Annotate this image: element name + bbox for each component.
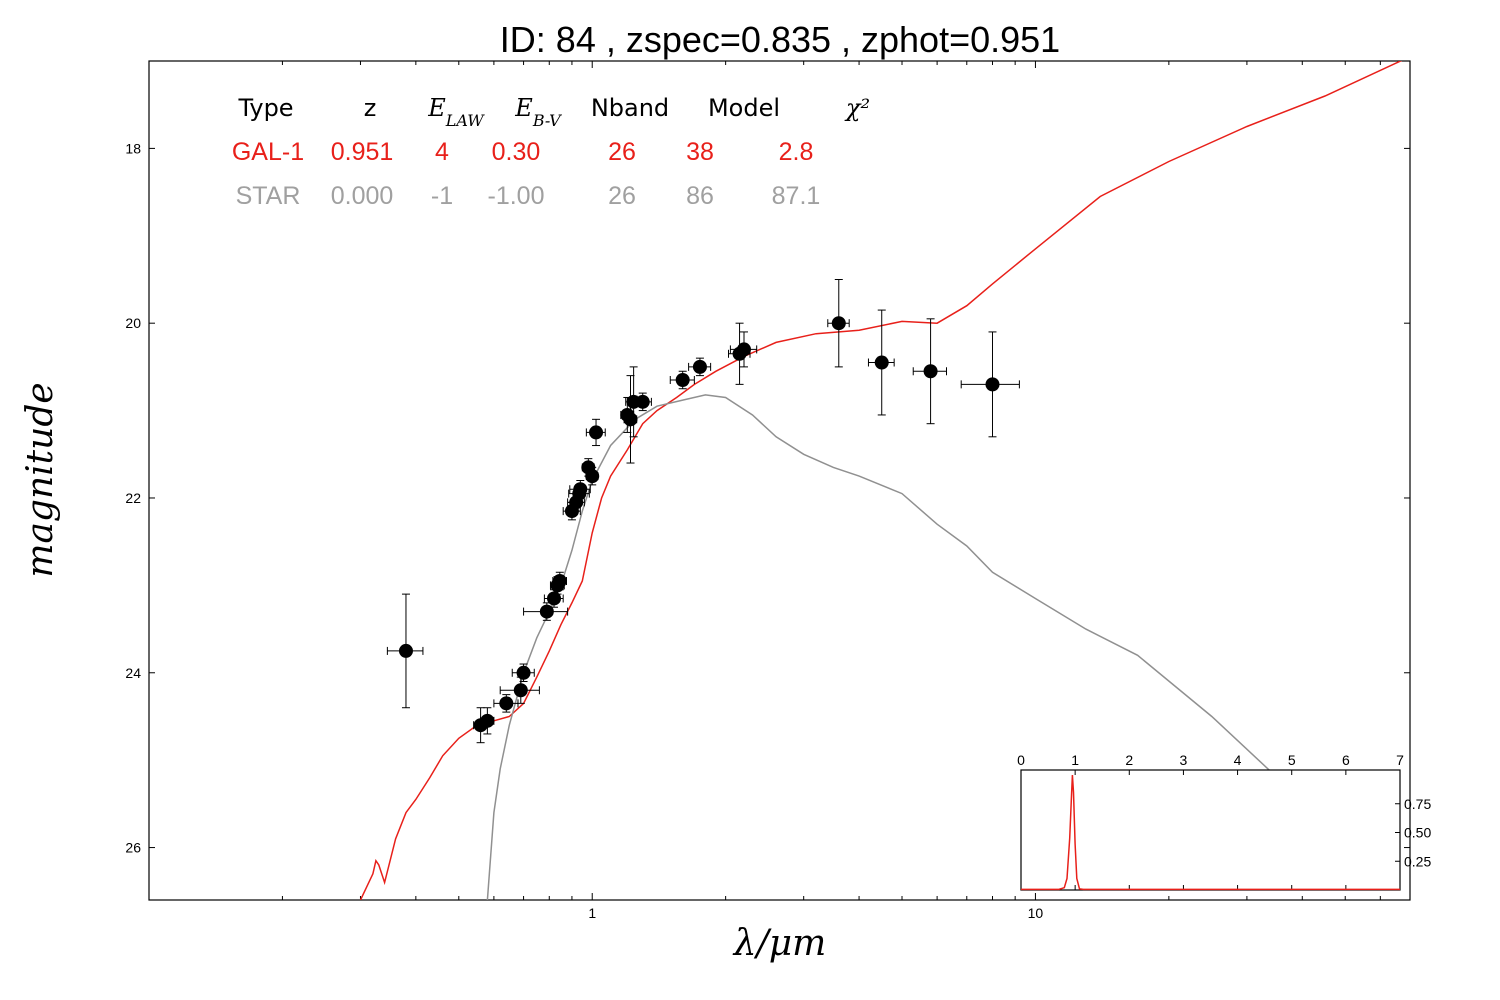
table-cell: -1.00 [488, 182, 545, 210]
photoz-pdf-inset: 0 1 2 3 4 5 6 7 0.25 0.50 0.75 [1017, 752, 1431, 891]
fit-table: Type z ELAW EB-V Nband Model χ² GAL-1 0.951 4 0.30… [232, 94, 870, 210]
table-header: Nband [591, 94, 669, 122]
x-tick-label: 1 [588, 905, 596, 921]
data-point [550, 578, 565, 593]
data-point [585, 469, 600, 484]
data-point [692, 359, 707, 374]
data-point [623, 412, 638, 427]
inset-y-tick-label: 0.50 [1404, 825, 1431, 841]
table-cell: -1 [431, 182, 453, 210]
y-axis-label: magnitude [20, 382, 61, 577]
data-point [516, 665, 531, 680]
table-header: χ² [844, 94, 870, 122]
table-cell: 0.951 [331, 138, 394, 166]
series-line-gal-1 [359, 61, 1403, 900]
inset-x-tick-label: 2 [1125, 752, 1133, 768]
table-cell: 86 [686, 182, 714, 210]
chart-title: ID: 84 , zspec=0.835 , zphot=0.951 [500, 19, 1060, 60]
table-cell: GAL-1 [232, 138, 304, 166]
plot-frame [148, 60, 1411, 901]
inset-frame [1020, 769, 1401, 891]
data-point [874, 355, 889, 370]
table-header: z [364, 94, 377, 122]
data-point [985, 377, 1000, 392]
data-point [923, 364, 938, 379]
inset-x-tick-label: 3 [1180, 752, 1188, 768]
series-group [359, 61, 1403, 900]
data-point [635, 394, 650, 409]
table-cell: 4 [435, 138, 449, 166]
table-cell: 87.1 [772, 182, 821, 210]
y-tick-label: 20 [125, 315, 141, 331]
series-line-star [486, 394, 1283, 900]
table-cell: 2.8 [779, 138, 814, 166]
inset-y-tick-label: 0.25 [1404, 853, 1431, 869]
data-point [547, 591, 562, 606]
inset-x-tick-label: 6 [1342, 752, 1350, 768]
table-cell: 26 [608, 182, 636, 210]
data-point [589, 425, 604, 440]
table-cell: 38 [686, 138, 714, 166]
x-axis-label: λ/μm [732, 923, 826, 964]
table-cell: 0.000 [331, 182, 394, 210]
data-point [398, 643, 413, 658]
table-header: Model [708, 94, 780, 122]
table-header: Type [237, 94, 293, 122]
inset-y-tick-label: 0.75 [1404, 796, 1431, 812]
data-point [831, 316, 846, 331]
x-tick-label: 10 [1028, 905, 1044, 921]
inset-x-tick-label: 7 [1396, 752, 1404, 768]
table-header: EB-V [514, 94, 562, 130]
x-axis: 1 10 [148, 61, 1411, 921]
data-point [513, 683, 528, 698]
inset-x-tick-label: 0 [1017, 752, 1025, 768]
table-cell: 0.30 [492, 138, 541, 166]
inset-x-tick-label: 1 [1071, 752, 1079, 768]
y-tick-label: 22 [125, 490, 141, 506]
data-point [480, 713, 495, 728]
data-point [675, 372, 690, 387]
table-header: ELAW [427, 94, 485, 130]
y-tick-label: 24 [125, 665, 141, 681]
data-point [736, 342, 751, 357]
data-point [499, 696, 514, 711]
table-cell: STAR [236, 182, 301, 210]
data-point [539, 604, 554, 619]
y-tick-label: 18 [125, 140, 141, 156]
y-tick-label: 26 [125, 840, 141, 856]
inset-pdf-line [1021, 774, 1400, 891]
plot-area [359, 61, 1403, 900]
data-point [572, 486, 587, 501]
table-cell: 26 [608, 138, 636, 166]
inset-x-tick-label: 4 [1234, 752, 1242, 768]
inset-x-tick-label: 5 [1288, 752, 1296, 768]
